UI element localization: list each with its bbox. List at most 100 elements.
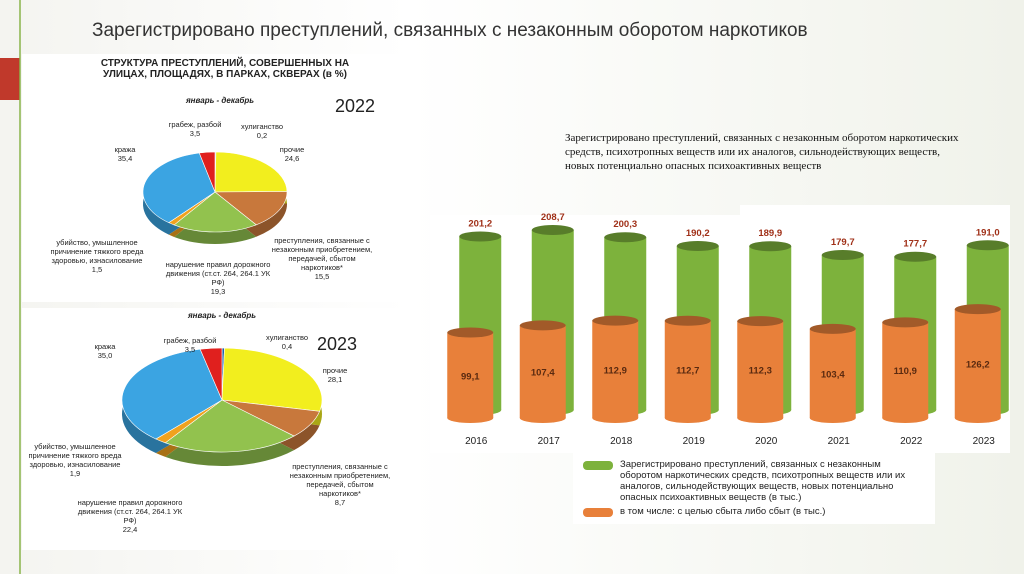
year-label: 2022 [335,96,375,116]
cylinder [954,304,1001,423]
pie-slice [214,191,288,226]
legend-swatch [583,461,613,470]
cylinder [737,316,784,423]
cylinder [809,323,856,423]
pie-subtitle: январь - декабрь [187,311,256,320]
slice-value: 0,4 [281,342,293,351]
pie-slice [121,348,223,440]
cylinder-part [664,320,711,418]
x-tick-label: 2019 [683,436,706,447]
x-tick-label: 2020 [755,436,778,447]
slice-category: кража [94,342,116,351]
value-label: 112,3 [749,366,772,377]
legend-entry: в том числе: с целью сбыта либо сбыт (в … [620,506,826,517]
legend-swatch [583,508,613,517]
cylinder-part [737,321,784,418]
cylinder-part [604,232,647,243]
x-tick-label: 2016 [465,436,488,447]
pie-slice [173,191,257,233]
cylinder-part [882,322,929,418]
cylinder-part [821,250,864,261]
cylinder-part [737,316,784,327]
slice-label: прочие 28,1 [280,366,390,384]
pie-slice [214,151,288,193]
cylinder-part [737,413,784,423]
x-tick-label: 2018 [610,436,633,447]
legend-panel [573,452,935,524]
cylinder-part [519,325,566,418]
pie-slice [142,152,216,224]
cylinder [592,315,639,423]
slice-label: убийство, умышленное причинение тяжкого … [42,238,152,274]
value-label: 126,2 [966,360,990,371]
cylinder [447,327,494,423]
x-tick-label: 2023 [973,436,996,447]
pie-slice [221,347,323,412]
slice-value: 35,0 [97,351,113,360]
slice-value: 19,3 [210,287,226,296]
cylinder-part [592,320,639,418]
slice-category: преступления, связанные с незаконным при… [271,236,373,272]
slice-value: 3,5 [184,345,196,354]
slice-category: убийство, умышленное причинение тяжкого … [50,238,144,265]
slice-label: кража 35,0 [50,342,160,360]
value-label: 190,2 [686,228,710,239]
value-label: 112,7 [676,365,699,376]
slice-value: 1,5 [91,265,103,274]
x-tick-label: 2021 [828,436,851,447]
pie-slice [164,399,295,453]
value-label: 208,7 [541,212,565,223]
cylinder-part [592,413,639,423]
slice-category: преступления, связанные с незаконным при… [289,462,391,498]
value-label: 200,3 [613,219,637,230]
accent-block [0,58,20,100]
slice-label: прочие 24,6 [237,145,347,163]
cylinder-part [894,251,937,262]
cylinder-part [882,317,929,328]
description: Зарегистрировано преступлений, связанных… [565,132,959,172]
pie-title: СТРУКТУРА ПРЕСТУПЛЕНИЙ, СОВЕРШЕННЫХ НА У… [100,58,350,80]
value-label: 112,9 [604,365,627,376]
slice-value: 3,5 [189,129,201,138]
slice-category: нарушение правил дорожного движения (ст.… [77,498,183,525]
pie-slice [198,151,216,193]
cylinder-part [519,413,566,423]
cylinder [882,317,929,423]
cylinder-part [882,413,929,423]
slice-label: нарушение правил дорожного движения (ст.… [163,260,273,296]
value-label: 110,9 [894,366,917,377]
slice-category: прочие [322,366,348,375]
slice-value: 22,4 [122,525,138,534]
slice-category: хулиганство [240,122,284,131]
slice-category: кража [114,145,136,154]
slice-category: грабеж, разбой [163,336,217,345]
slice-value: 8,7 [334,498,346,507]
slice-label: хулиганство 0,2 [207,122,317,140]
slice-value: 28,1 [327,375,343,384]
cylinder-part [966,240,1009,251]
cylinder-part [519,320,566,331]
x-tick-label: 2017 [538,436,561,447]
cylinder-part [809,413,856,423]
value-label: 177,7 [903,239,927,250]
cylinder-part [749,241,792,252]
cylinder-part [954,309,1001,418]
bar-panel [740,205,1010,217]
cylinder-part [676,240,719,251]
slice-label: грабеж, разбой 3,5 [135,336,245,354]
pie-slice [199,347,223,401]
cylinder [519,320,566,423]
pie-subtitle: январь - декабрь [185,96,254,105]
cylinder-part [664,413,711,423]
cylinder-part [592,315,639,326]
cylinder-part [459,231,502,242]
slice-value: 15,5 [314,272,330,281]
cylinder-part [447,332,494,418]
legend-entry: Зарегистрировано преступлений, связанных… [620,459,906,503]
cylinder-part [809,328,856,418]
slice-label: кража 35,4 [70,145,180,163]
value-label: 103,4 [821,369,845,380]
cylinder-part [954,304,1001,315]
